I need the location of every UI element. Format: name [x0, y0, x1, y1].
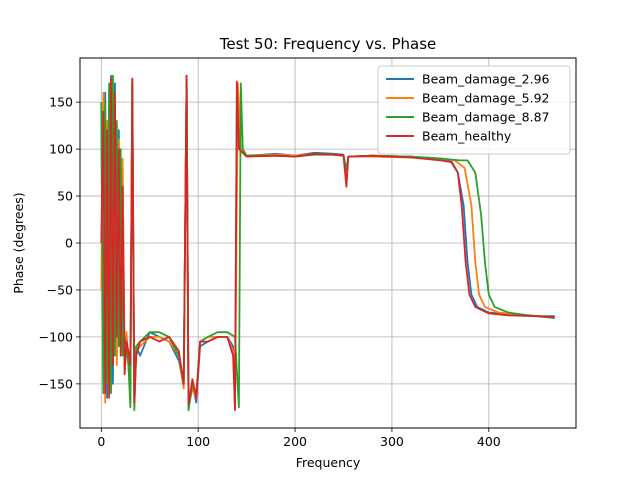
series-line-Beam_healthy	[100, 74, 555, 412]
legend-entry: Beam_healthy	[422, 129, 512, 144]
series-lines	[100, 74, 555, 412]
y-tick-label: −150	[39, 376, 73, 391]
x-axis-label: Frequency	[296, 455, 361, 470]
chart-title: Test 50: Frequency vs. Phase	[219, 35, 437, 53]
legend-box	[377, 65, 571, 155]
x-tick-label: 100	[186, 434, 210, 449]
legend-entry: Beam_damage_5.92	[422, 91, 550, 106]
legend: Beam_damage_2.96 Beam_damage_5.92 Beam_dam…	[377, 65, 571, 155]
x-tick-label: 300	[380, 434, 404, 449]
y-tick-label: 50	[57, 189, 73, 204]
axis-ticks: 0 100 200 300 400 −150 −100 −50 0 50 100 150	[39, 95, 501, 449]
y-tick-label: 150	[49, 95, 73, 110]
x-tick-label: 200	[283, 434, 307, 449]
legend-entry: Beam_damage_2.96	[422, 72, 550, 87]
legend-entry: Beam_damage_8.87	[422, 110, 550, 125]
y-axis-label: Phase (degrees)	[11, 192, 26, 293]
y-tick-label: 0	[65, 236, 73, 251]
x-tick-label: 400	[477, 434, 501, 449]
y-tick-label: −100	[39, 329, 73, 344]
x-tick-label: 0	[97, 434, 105, 449]
y-tick-label: −50	[47, 282, 73, 297]
y-tick-label: 100	[49, 142, 73, 157]
